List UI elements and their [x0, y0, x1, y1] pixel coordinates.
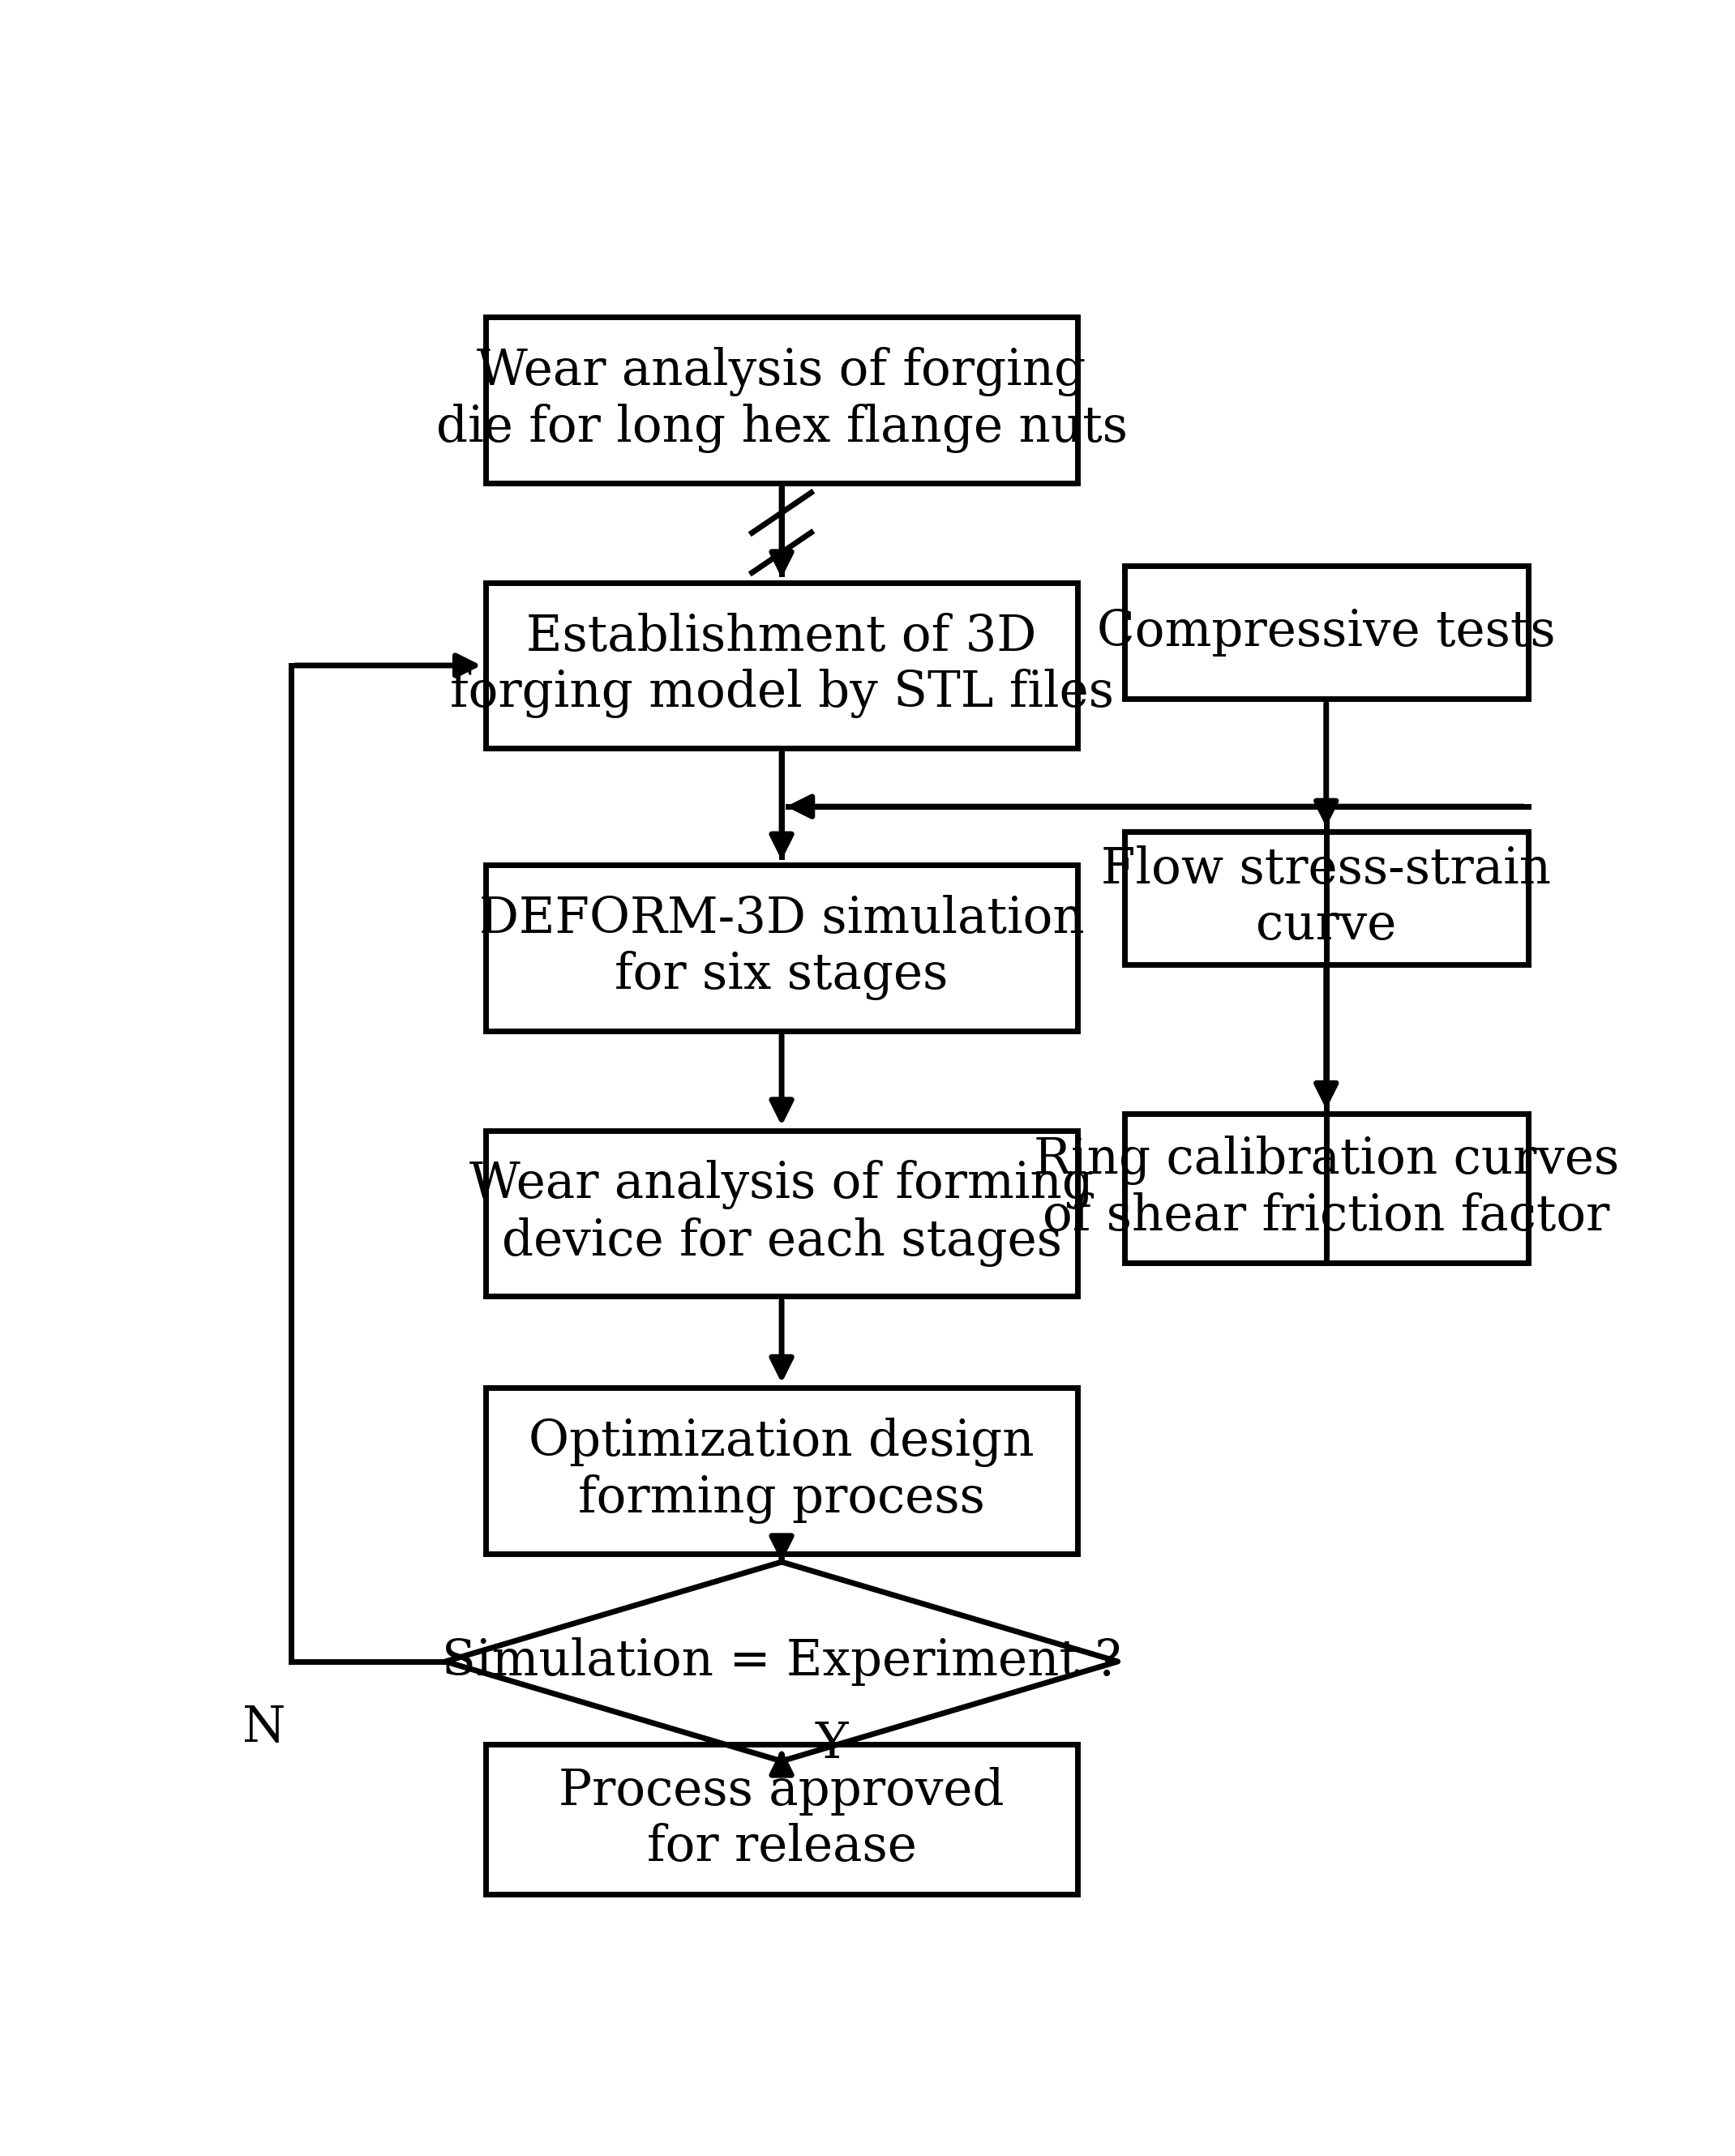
Text: Establishment of 3D
forging model by STL files: Establishment of 3D forging model by STL… [449, 612, 1114, 718]
Bar [486, 1388, 1077, 1554]
Text: Ring calibration curves
of shear friction factor: Ring calibration curves of shear frictio… [1034, 1136, 1619, 1242]
Text: Optimization design
forming process: Optimization design forming process [529, 1416, 1034, 1524]
Text: Flow stress-strain
curve: Flow stress-strain curve [1102, 845, 1551, 951]
Text: Process approved
for release: Process approved for release [559, 1766, 1005, 1871]
Text: N: N [243, 1703, 286, 1753]
Bar [486, 1130, 1077, 1296]
Text: DEFORM-3D simulation
for six stages: DEFORM-3D simulation for six stages [479, 895, 1084, 1000]
Text: Simulation = Experiment ?: Simulation = Experiment ? [442, 1636, 1121, 1686]
Bar [486, 317, 1077, 483]
Text: Wear analysis of forging
die for long hex flange nuts: Wear analysis of forging die for long he… [435, 347, 1128, 453]
Bar [1124, 832, 1529, 964]
Bar [1124, 1115, 1529, 1263]
Text: Y: Y [815, 1720, 848, 1768]
Bar [486, 1744, 1077, 1893]
Text: Compressive tests: Compressive tests [1097, 608, 1556, 658]
Bar [486, 865, 1077, 1031]
Text: Wear analysis of forming
device for each stages: Wear analysis of forming device for each… [470, 1160, 1093, 1266]
Bar [1124, 565, 1529, 699]
Bar [486, 582, 1077, 748]
